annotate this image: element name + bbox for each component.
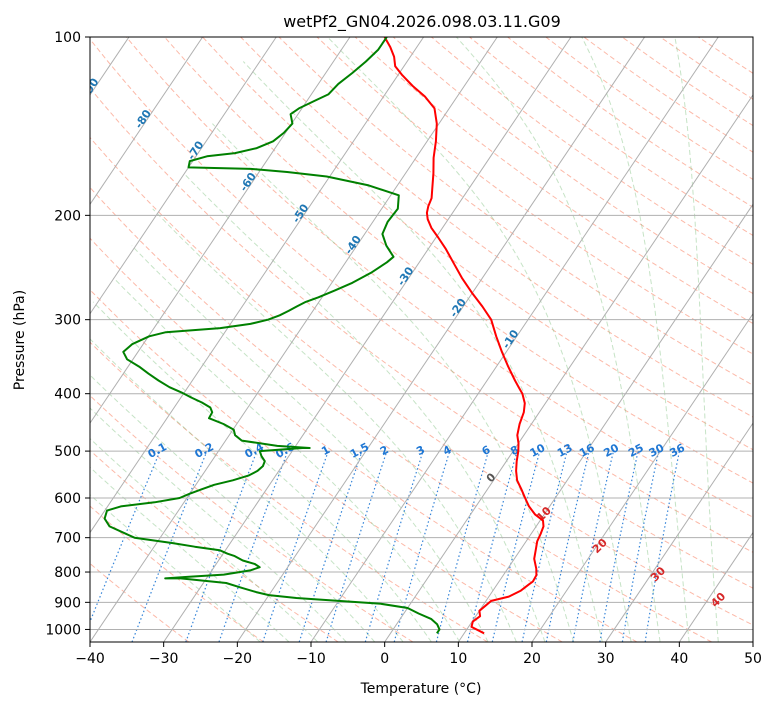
- mixing-ratio-line: [545, 450, 590, 642]
- dry-adiabat-line: [90, 87, 753, 589]
- y-tick-label: 400: [54, 387, 81, 403]
- isotherm-line: [90, 37, 351, 425]
- mixing-ratio-line: [262, 450, 329, 642]
- x-tick-label: −40: [75, 651, 105, 667]
- isotherm-line: [90, 37, 277, 315]
- moist-adiabat-line: [90, 437, 319, 642]
- isotherm-line: [163, 37, 572, 642]
- moist-adiabat-line: [113, 277, 461, 642]
- dry-adiabat-line: [202, 37, 753, 451]
- mixing-ratio-label: 10: [528, 441, 548, 460]
- y-tick-label: 800: [54, 565, 81, 581]
- y-tick-label: 700: [54, 531, 81, 547]
- y-axis: 100 200 300 400 500 600 700 800 900 1000: [45, 30, 90, 638]
- isotherm-line: [90, 37, 425, 534]
- y-tick-label: 500: [54, 444, 81, 460]
- mixing-ratio-line: [131, 450, 208, 642]
- isotherm-line: [90, 37, 204, 206]
- isotherm-line: [605, 422, 753, 642]
- dry-adiabat-line: [90, 38, 753, 553]
- isotherm-label: -90: [80, 76, 102, 100]
- isotherm-line: [384, 93, 753, 642]
- dry-adiabat-line: [392, 37, 753, 295]
- x-tick-label: 40: [670, 651, 688, 667]
- dry-adiabat-line: [90, 237, 638, 642]
- y-tick-label: 600: [54, 491, 81, 507]
- moist-adiabat-line: [674, 37, 719, 642]
- moist-adiabat-line: [90, 338, 404, 642]
- mixing-ratio-line: [325, 450, 388, 642]
- plot-frame: [89, 36, 754, 643]
- dry-adiabat-line: [90, 186, 712, 642]
- isotherm-line: [236, 37, 646, 642]
- mixing-ratio-line: [364, 450, 424, 642]
- dry-adiabat-line: [316, 37, 753, 355]
- isotherm-line: [457, 203, 753, 642]
- mixing-ratio-line: [435, 450, 490, 642]
- isotherms: [90, 37, 753, 642]
- dry-adiabat-line: [90, 562, 190, 642]
- y-tick-label: 300: [54, 313, 81, 329]
- x-tick-label: 50: [744, 651, 762, 667]
- x-tick-label: −30: [149, 651, 179, 667]
- isotherm-line: [310, 37, 719, 642]
- moist-adiabat-line: [212, 123, 575, 642]
- isotherm-line: [531, 312, 753, 642]
- mixing-ratio-label: 16: [577, 441, 597, 460]
- mixing-ratio-line: [185, 450, 258, 642]
- mixing-ratio-label: 20: [601, 441, 621, 460]
- x-axis-title: Temperature (°C): [360, 681, 482, 697]
- moist-adiabat-line: [242, 61, 603, 642]
- moist-adiabat-line: [152, 208, 517, 642]
- mixing-ratio-label: 25: [626, 441, 646, 460]
- y-tick-label: 100: [54, 30, 81, 46]
- chart-title: wetPf2_GN04.2026.098.03.11.G09: [283, 12, 561, 32]
- moist-adiabat-line: [90, 407, 347, 642]
- moist-adiabat-line: [90, 466, 290, 642]
- dry-adiabat-line: [354, 37, 753, 325]
- temperature-profile-line: [383, 37, 545, 635]
- mixing-ratio-line: [90, 450, 161, 624]
- y-tick-label: 200: [54, 208, 81, 224]
- mixing-ratio-line: [466, 450, 518, 642]
- x-tick-label: 10: [449, 651, 467, 667]
- mixing-ratio-line: [218, 450, 289, 642]
- dry-adiabat-line: [90, 136, 753, 626]
- moist-adiabat-line: [183, 173, 546, 642]
- mixing-ratio-label: 13: [555, 441, 575, 460]
- y-tick-label: 900: [54, 595, 81, 611]
- x-tick-label: −20: [223, 651, 253, 667]
- y-tick-label: 1000: [45, 622, 81, 638]
- mixing-ratio-label: 30: [647, 441, 667, 460]
- moist-adiabat-line: [456, 37, 661, 642]
- moist-adiabat-line: [131, 245, 489, 642]
- plot-area: -100-90-80-70-60-50-40-30-20-10 0.10.20.…: [80, 37, 753, 642]
- y-axis-title: Pressure (hPa): [12, 290, 28, 390]
- data-series: [103, 37, 545, 635]
- x-tick-label: 30: [597, 651, 615, 667]
- mixing-ratio-label: 36: [667, 441, 687, 460]
- isotherm-line: [678, 531, 753, 642]
- dry-adiabat-line: [164, 37, 753, 484]
- x-tick-label: 20: [523, 651, 541, 667]
- x-tick-label: −10: [296, 651, 326, 667]
- x-axis: −40 −30 −20 −10 0 10 20 30 40 50: [75, 642, 762, 667]
- moist-adiabat-line: [581, 37, 690, 642]
- moist-adiabat-line: [327, 37, 632, 642]
- mixing-ratio-line: [298, 450, 363, 642]
- dry-adiabat-line: [90, 289, 563, 642]
- pressure-gridlines: [90, 37, 753, 630]
- dry-adiabat-line: [90, 341, 488, 642]
- x-tick-label: 0: [380, 651, 389, 667]
- dewpoint-profile-line: [103, 37, 441, 634]
- mixing-ratio-line: [521, 450, 568, 642]
- moist-adiabat-line: [90, 374, 376, 642]
